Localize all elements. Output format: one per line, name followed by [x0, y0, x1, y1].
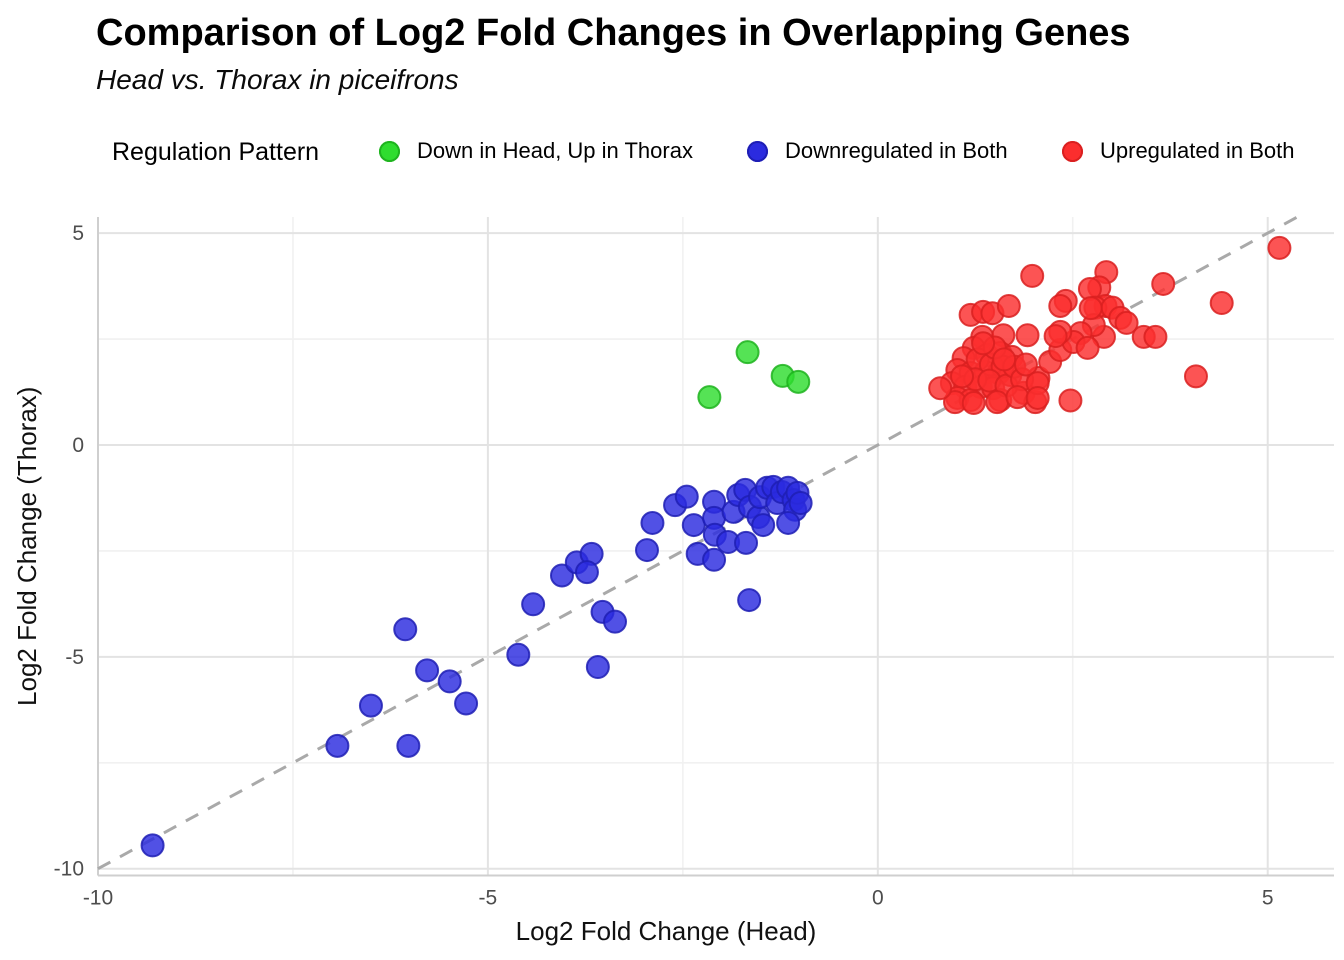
- legend-label: Downregulated in Both: [785, 138, 1008, 163]
- y-axis-title: Log2 Fold Change (Thorax): [12, 387, 42, 706]
- data-point: [585, 655, 610, 680]
- data-point: [1015, 323, 1040, 348]
- data-point: [697, 385, 722, 410]
- data-point: [603, 609, 628, 634]
- data-point: [1078, 296, 1103, 321]
- data-point: [1048, 293, 1073, 318]
- data-point: [971, 331, 996, 356]
- data-point: [1075, 335, 1100, 360]
- data-point: [1209, 291, 1234, 316]
- x-tick-label: 0: [872, 887, 884, 910]
- data-point: [985, 390, 1010, 415]
- data-point: [1267, 235, 1292, 260]
- data-point: [1151, 271, 1176, 296]
- data-point: [506, 642, 531, 667]
- data-point: [735, 340, 760, 365]
- x-tick-label: 5: [1262, 887, 1274, 910]
- legend-dot-green-icon: [379, 140, 400, 162]
- data-point: [393, 617, 418, 642]
- data-point: [640, 510, 665, 535]
- data-point: [454, 691, 479, 716]
- data-point: [1058, 388, 1083, 413]
- data-point: [1005, 385, 1030, 410]
- data-point: [751, 513, 776, 538]
- data-point: [1143, 324, 1168, 349]
- data-point: [521, 592, 546, 617]
- data-point: [325, 733, 350, 758]
- data-point: [1043, 324, 1068, 349]
- data-point: [396, 733, 421, 758]
- legend-label: Down in Head, Up in Thorax: [417, 138, 693, 163]
- data-point: [788, 491, 813, 516]
- data-point: [1183, 364, 1208, 389]
- data-point: [996, 293, 1021, 318]
- data-point: [1025, 385, 1050, 410]
- data-point: [786, 369, 811, 394]
- data-point: [928, 376, 953, 401]
- data-point: [737, 588, 762, 613]
- x-axis-title: Log2 Fold Change (Head): [516, 916, 817, 946]
- y-tick-label: -5: [65, 646, 84, 669]
- x-tick-label: -10: [83, 887, 113, 910]
- legend-label: Upregulated in Both: [1100, 138, 1295, 163]
- data-point: [992, 347, 1017, 372]
- legend-dot-blue-icon: [747, 140, 768, 162]
- y-tick-label: 5: [72, 222, 84, 245]
- legend-item-down-head-up-thorax: Down in Head, Up in Thorax: [379, 138, 693, 164]
- data-point: [634, 538, 659, 563]
- data-point: [674, 484, 699, 509]
- data-point: [734, 530, 759, 555]
- data-point: [1114, 310, 1139, 335]
- y-tick-label: 0: [72, 434, 84, 457]
- x-tick-label: -5: [479, 887, 498, 910]
- legend-item-upregulated-both: Upregulated in Both: [1062, 138, 1294, 164]
- data-point: [415, 658, 440, 683]
- data-point: [681, 513, 706, 538]
- legend-item-downregulated-both: Downregulated in Both: [747, 138, 1008, 164]
- data-point: [1013, 352, 1038, 377]
- data-point: [437, 669, 462, 694]
- chart-subtitle: Head vs. Thorax in piceifrons: [96, 64, 459, 95]
- y-tick-label: -10: [54, 858, 84, 881]
- data-point: [702, 547, 727, 572]
- data-point: [549, 563, 574, 588]
- data-point: [776, 510, 801, 535]
- data-point: [961, 391, 986, 416]
- data-point: [950, 364, 975, 389]
- legend-title: Regulation Pattern: [112, 138, 320, 166]
- data-point: [1020, 263, 1045, 288]
- data-point: [574, 560, 599, 585]
- data-point: [140, 833, 165, 858]
- chart-title: Comparison of Log2 Fold Changes in Overl…: [96, 12, 1131, 54]
- data-point: [358, 693, 383, 718]
- legend-dot-red-icon: [1062, 140, 1083, 162]
